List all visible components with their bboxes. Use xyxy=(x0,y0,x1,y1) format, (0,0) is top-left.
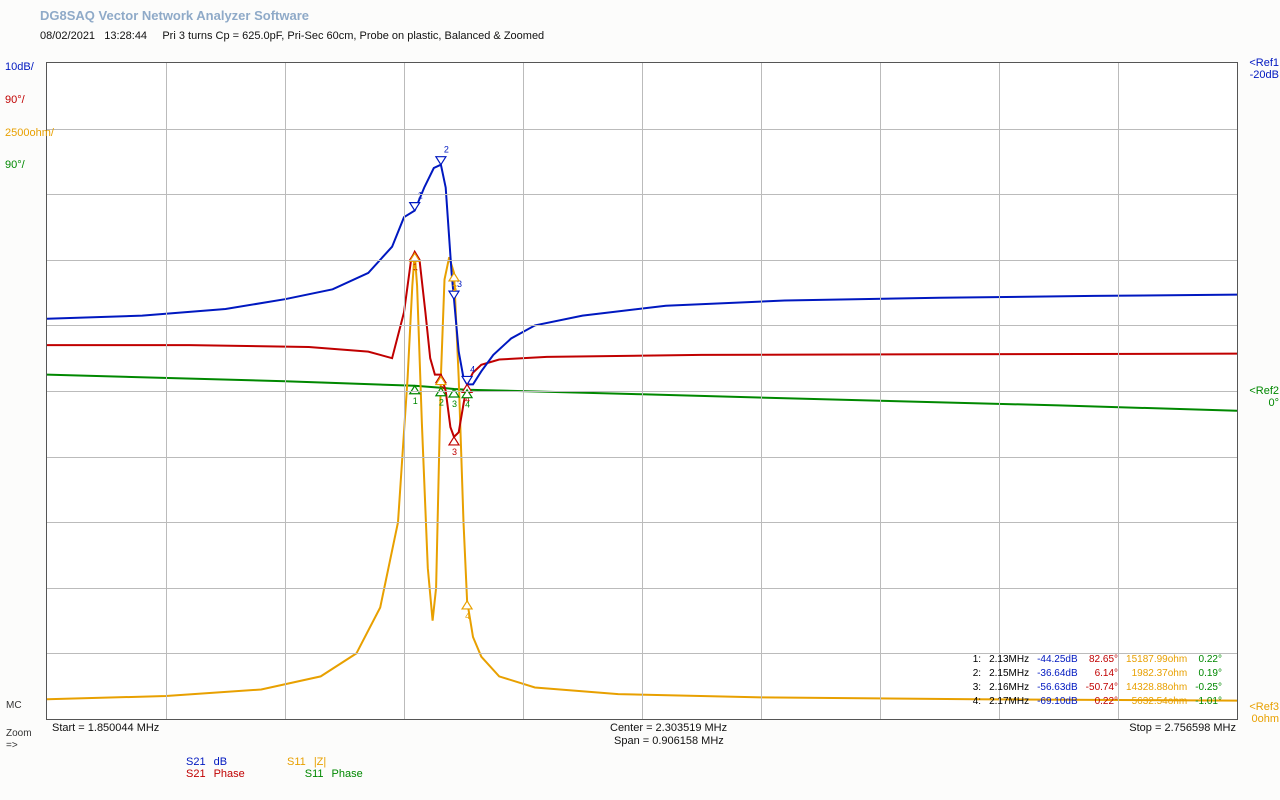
legend-item: Phase xyxy=(332,768,363,780)
svg-text:3: 3 xyxy=(452,399,457,409)
gridline-h xyxy=(47,325,1237,326)
svg-text:3: 3 xyxy=(452,283,457,293)
svg-text:2: 2 xyxy=(444,145,449,155)
marker-table: 1:2.13MHz-44.25dB82.65°15187.99ohm0.22° 2… xyxy=(971,652,1230,710)
svg-text:4: 4 xyxy=(465,611,470,621)
zoom-label: Zoom xyxy=(6,728,32,739)
marker-2: 2 xyxy=(436,145,449,165)
ref-label: 0° xyxy=(1268,397,1279,409)
axis-center: Center = 2.303519 MHz xyxy=(610,722,727,734)
svg-text:1: 1 xyxy=(413,396,418,406)
axis-span: Span = 0.906158 MHz xyxy=(614,735,724,747)
svg-text:3: 3 xyxy=(452,447,457,457)
marker-row: 3:2.16MHz-56.63dB-50.74°14328.88ohm-0.25… xyxy=(973,682,1228,694)
legend-item: |Z| xyxy=(314,756,326,768)
y-label: 90°/ xyxy=(5,159,25,171)
gridline-h xyxy=(47,588,1237,589)
gridline-h xyxy=(47,457,1237,458)
marker-3: 3 xyxy=(449,437,459,457)
mc-label: MC xyxy=(6,700,22,711)
time: 13:28:44 xyxy=(104,30,147,42)
ref-label: <Ref2 xyxy=(1249,385,1279,397)
gridline-h xyxy=(47,522,1237,523)
plot-area[interactable]: 1111222233334444 10dB/90°/2500ohm/90°/<R… xyxy=(46,62,1238,720)
y-label: 2500ohm/ xyxy=(5,127,54,139)
legend: S21dBS11|Z| S21PhaseS11Phase xyxy=(186,756,423,780)
marker-4: 4 xyxy=(462,364,475,384)
legend-item: Phase xyxy=(214,768,245,780)
ref-label: -20dB xyxy=(1250,69,1279,81)
marker-row: 2:2.15MHz-36.64dB6.14°1982.37ohm0.19° xyxy=(973,668,1228,680)
svg-text:4: 4 xyxy=(465,400,470,410)
zoom-arrow: => xyxy=(6,740,18,751)
marker-3: 3 xyxy=(449,389,459,409)
legend-item: S11 xyxy=(305,768,324,780)
legend-item: S11 xyxy=(287,756,306,768)
legend-item: S21 xyxy=(186,756,206,768)
ref-label: <Ref3 xyxy=(1249,701,1279,713)
gridline-h xyxy=(47,194,1237,195)
svg-text:2: 2 xyxy=(439,398,444,408)
subtitle: 08/02/2021 13:28:44 Pri 3 turns Cp = 625… xyxy=(40,30,544,42)
gridline-h xyxy=(47,129,1237,130)
svg-text:1: 1 xyxy=(413,263,418,273)
date: 08/02/2021 xyxy=(40,30,95,42)
legend-item: dB xyxy=(214,756,227,768)
marker-row: 1:2.13MHz-44.25dB82.65°15187.99ohm0.22° xyxy=(973,654,1228,666)
marker-1: 1 xyxy=(410,386,420,406)
app-title: DG8SAQ Vector Network Analyzer Software xyxy=(40,8,309,23)
legend-item: S21 xyxy=(186,768,206,780)
gridline-h xyxy=(47,260,1237,261)
gridline-h xyxy=(47,391,1237,392)
axis-stop: Stop = 2.756598 MHz xyxy=(1129,722,1236,734)
y-label: 10dB/ xyxy=(5,61,34,73)
svg-text:1: 1 xyxy=(418,191,423,201)
y-label: 90°/ xyxy=(5,94,25,106)
ref-label: 0ohm xyxy=(1251,713,1279,725)
axis-start: Start = 1.850044 MHz xyxy=(52,722,159,734)
ref-label: <Ref1 xyxy=(1249,57,1279,69)
svg-text:4: 4 xyxy=(470,364,475,374)
note: Pri 3 turns Cp = 625.0pF, Pri-Sec 60cm, … xyxy=(162,30,544,42)
marker-row: 4:2.17MHz-69.10dB0.22°5632.54ohm-1.01° xyxy=(973,696,1228,708)
